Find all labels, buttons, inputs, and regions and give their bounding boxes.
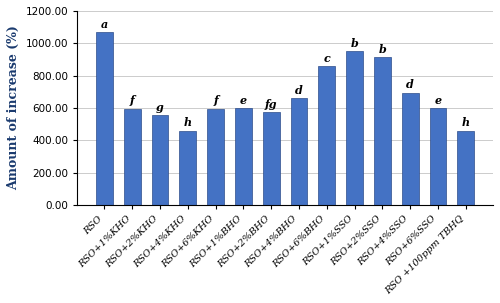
- Text: f: f: [130, 95, 134, 106]
- Bar: [263, 112, 280, 205]
- Bar: [180, 131, 196, 205]
- Bar: [318, 66, 335, 205]
- Bar: [458, 131, 474, 205]
- Bar: [124, 109, 140, 205]
- Text: h: h: [184, 117, 192, 128]
- Bar: [235, 108, 252, 205]
- Bar: [152, 115, 168, 205]
- Bar: [208, 109, 224, 205]
- Y-axis label: Amount of increase (%): Amount of increase (%): [7, 25, 20, 190]
- Bar: [346, 52, 363, 205]
- Text: e: e: [434, 95, 442, 105]
- Bar: [374, 57, 390, 205]
- Text: g: g: [156, 102, 164, 113]
- Text: b: b: [350, 38, 358, 49]
- Text: c: c: [324, 52, 330, 64]
- Bar: [290, 98, 308, 205]
- Bar: [430, 108, 446, 205]
- Text: d: d: [406, 79, 414, 90]
- Bar: [96, 32, 112, 205]
- Text: a: a: [101, 18, 108, 29]
- Bar: [402, 93, 418, 205]
- Text: f: f: [213, 95, 218, 106]
- Text: b: b: [378, 44, 386, 55]
- Text: d: d: [295, 85, 303, 96]
- Text: h: h: [462, 117, 470, 128]
- Text: fg: fg: [265, 98, 278, 110]
- Text: e: e: [240, 95, 247, 105]
